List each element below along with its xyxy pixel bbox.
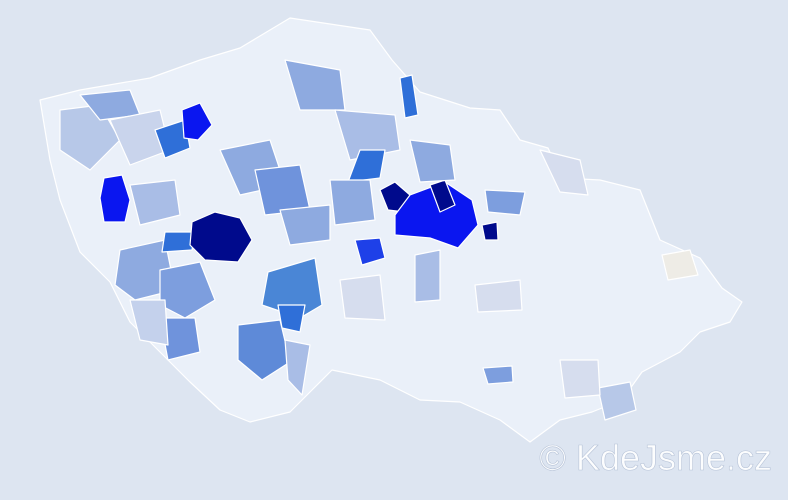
district <box>261 257 323 319</box>
district <box>334 109 401 161</box>
district <box>429 179 456 213</box>
district <box>159 261 216 319</box>
district <box>539 149 589 196</box>
district <box>237 319 291 381</box>
district <box>181 102 213 141</box>
district <box>129 179 181 226</box>
district <box>484 189 526 216</box>
district <box>409 139 456 183</box>
district <box>284 339 311 396</box>
district <box>399 74 419 119</box>
district <box>129 299 169 346</box>
districts <box>59 59 699 421</box>
district <box>154 119 191 159</box>
district <box>339 274 386 321</box>
district <box>354 237 386 266</box>
district <box>481 221 499 241</box>
district <box>347 149 386 183</box>
district <box>559 359 601 399</box>
district <box>474 279 523 313</box>
district <box>394 181 479 249</box>
district <box>329 179 376 226</box>
district <box>189 211 253 263</box>
district <box>597 381 637 421</box>
district <box>661 249 699 281</box>
district <box>279 204 331 246</box>
district <box>284 59 346 111</box>
district <box>482 365 514 385</box>
country-outline <box>39 17 743 443</box>
district <box>99 174 131 223</box>
watermark: © KdeJsme.cz <box>539 437 772 478</box>
district <box>159 317 201 361</box>
district <box>414 249 441 303</box>
district <box>161 231 196 253</box>
